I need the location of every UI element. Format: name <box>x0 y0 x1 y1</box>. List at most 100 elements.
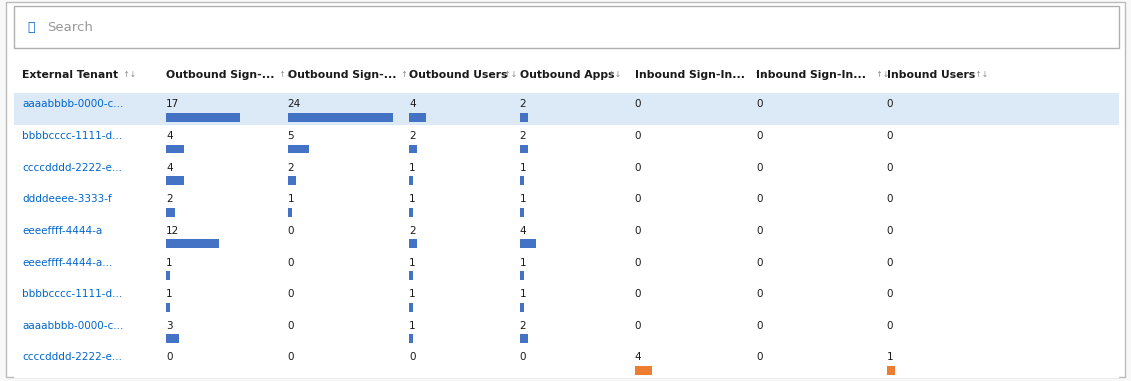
Bar <box>409 176 413 185</box>
Bar <box>166 144 183 154</box>
Bar <box>14 157 1119 188</box>
Text: Outbound Users: Outbound Users <box>409 70 508 80</box>
Text: 5: 5 <box>287 131 294 141</box>
Text: 2: 2 <box>409 131 416 141</box>
Bar <box>409 303 413 312</box>
Bar <box>287 208 292 217</box>
Bar <box>409 271 413 280</box>
Bar <box>634 366 653 375</box>
Bar <box>14 188 1119 189</box>
Text: 0: 0 <box>519 352 526 362</box>
Bar <box>14 50 1119 93</box>
Bar <box>519 334 528 343</box>
Text: 0: 0 <box>757 131 762 141</box>
Bar <box>14 188 1119 220</box>
Text: ↑↓: ↑↓ <box>874 70 889 80</box>
Bar <box>14 125 1119 157</box>
Bar <box>409 334 413 343</box>
Text: ↑↓: ↑↓ <box>606 70 621 80</box>
Text: Inbound Sign-In...: Inbound Sign-In... <box>634 70 744 80</box>
Text: ↑↓: ↑↓ <box>973 70 988 80</box>
Text: 1: 1 <box>409 194 416 204</box>
Text: 0: 0 <box>757 258 762 267</box>
Text: 1: 1 <box>409 289 416 299</box>
Text: 0: 0 <box>757 226 762 236</box>
Text: 12: 12 <box>166 226 180 236</box>
Text: 0: 0 <box>287 289 294 299</box>
Text: ↑↓: ↑↓ <box>752 70 767 80</box>
Bar <box>166 208 175 217</box>
Text: 4: 4 <box>166 163 173 173</box>
Text: 2: 2 <box>519 321 526 331</box>
Text: 4: 4 <box>166 131 173 141</box>
Bar <box>166 303 171 312</box>
Text: 2: 2 <box>166 194 173 204</box>
Text: 0: 0 <box>634 194 641 204</box>
Text: 4: 4 <box>634 352 641 362</box>
Bar <box>14 251 1119 283</box>
Text: Outbound Sign-...: Outbound Sign-... <box>287 70 396 80</box>
Text: 2: 2 <box>287 163 294 173</box>
Text: 1: 1 <box>409 258 416 267</box>
Bar <box>14 220 1119 251</box>
Bar <box>14 283 1119 284</box>
Text: Inbound Sign-In...: Inbound Sign-In... <box>757 70 866 80</box>
Bar <box>287 113 392 122</box>
Text: ccccdddd-2222-e...: ccccdddd-2222-e... <box>23 352 122 362</box>
Bar <box>519 208 524 217</box>
Text: 0: 0 <box>287 258 294 267</box>
Text: 1: 1 <box>166 258 173 267</box>
Text: 0: 0 <box>634 258 641 267</box>
Bar <box>14 251 1119 252</box>
Text: 0: 0 <box>634 289 641 299</box>
Text: External Tenant: External Tenant <box>23 70 119 80</box>
Text: ccccdddd-2222-e...: ccccdddd-2222-e... <box>23 163 122 173</box>
Text: 0: 0 <box>287 352 294 362</box>
Bar <box>409 208 413 217</box>
Text: 0: 0 <box>634 99 641 109</box>
Text: 24: 24 <box>287 99 301 109</box>
Bar <box>14 93 1119 94</box>
Text: ↑↓: ↑↓ <box>277 70 293 80</box>
Text: 0: 0 <box>166 352 173 362</box>
Text: aaaabbbb-0000-c...: aaaabbbb-0000-c... <box>23 99 123 109</box>
Text: 0: 0 <box>634 226 641 236</box>
Text: 0: 0 <box>634 131 641 141</box>
Bar <box>14 283 1119 315</box>
Text: 1: 1 <box>519 194 526 204</box>
Bar <box>409 239 417 248</box>
Text: eeeeffff-4444-a: eeeeffff-4444-a <box>23 226 103 236</box>
Bar <box>519 271 524 280</box>
Bar <box>14 346 1119 378</box>
Text: 0: 0 <box>887 131 893 141</box>
Bar <box>166 239 218 248</box>
Text: 0: 0 <box>757 99 762 109</box>
Text: 2: 2 <box>409 226 416 236</box>
Bar <box>14 346 1119 347</box>
Text: 0: 0 <box>757 289 762 299</box>
Text: 0: 0 <box>287 226 294 236</box>
Text: bbbbcccc-1111-d...: bbbbcccc-1111-d... <box>23 131 122 141</box>
Text: 1: 1 <box>409 163 416 173</box>
Bar <box>287 144 310 154</box>
Bar <box>887 366 895 375</box>
Text: 1: 1 <box>166 289 173 299</box>
Bar <box>14 6 1119 48</box>
Text: 0: 0 <box>757 352 762 362</box>
Text: 0: 0 <box>634 321 641 331</box>
Text: 17: 17 <box>166 99 180 109</box>
Text: 0: 0 <box>887 99 893 109</box>
Bar <box>519 113 528 122</box>
Text: 0: 0 <box>757 194 762 204</box>
Bar <box>14 220 1119 221</box>
Text: 0: 0 <box>887 194 893 204</box>
Text: Outbound Sign-...: Outbound Sign-... <box>166 70 275 80</box>
FancyBboxPatch shape <box>6 2 1125 377</box>
Text: ↑↓: ↑↓ <box>121 70 137 80</box>
Text: ddddeeee-3333-f: ddddeeee-3333-f <box>23 194 112 204</box>
Text: bbbbcccc-1111-d...: bbbbcccc-1111-d... <box>23 289 122 299</box>
Bar <box>519 176 524 185</box>
Text: ↑↓: ↑↓ <box>502 70 517 80</box>
Bar <box>166 113 241 122</box>
Bar <box>519 239 536 248</box>
